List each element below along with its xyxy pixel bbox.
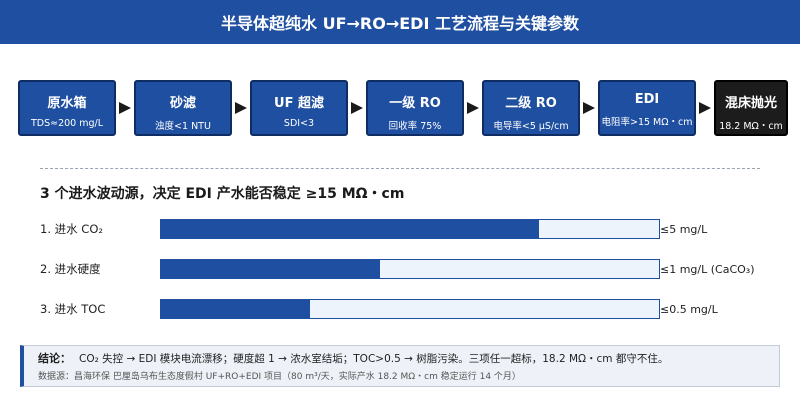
step-ro-stage-2: 二级 RO 电导率<5 μS/cm <box>482 80 580 136</box>
conclusion-line: 结论： CO₂ 失控 → EDI 模块电流漂移；硬度超 1 → 浓水室结垢；TOC… <box>38 350 765 366</box>
row-label: 2. 进水硬度 <box>40 262 101 276</box>
level-bar-fill <box>161 220 540 238</box>
step-name: EDI <box>634 92 660 107</box>
step-name: 一级 RO <box>389 96 441 111</box>
arrow-right-icon <box>583 102 595 114</box>
step-param: SDI<3 <box>283 118 315 129</box>
step-param: 回收率 75% <box>388 121 442 132</box>
data-source: 数据源：昌海环保 巴厘岛乌布生态度假村 UF+RO+EDI 项目（80 m³/天… <box>38 372 521 382</box>
step-ro-stage-1: 一级 RO 回收率 75% <box>366 80 464 136</box>
step-param: 电导率<5 μS/cm <box>493 121 569 132</box>
level-bar-track <box>160 219 660 239</box>
row-threshold: ≤5 mg/L <box>660 223 708 236</box>
row-label: 1. 进水 CO₂ <box>40 222 103 236</box>
arrow-right-icon <box>699 102 711 114</box>
conclusion-text: CO₂ 失控 → EDI 模块电流漂移；硬度超 1 → 浓水室结垢；TOC>0.… <box>79 353 669 365</box>
step-name: 原水箱 <box>47 96 87 111</box>
arrow-right-icon <box>235 102 247 114</box>
row-threshold: ≤0.5 mg/L <box>660 303 718 316</box>
step-param: 电阻率>15 MΩ・cm <box>601 117 693 128</box>
step-sand-filter: 砂滤 浊度<1 NTU <box>134 80 232 136</box>
step-param: TDS≈200 mg/L <box>30 118 104 129</box>
arrow-right-icon <box>467 102 479 114</box>
step-mixed-bed-polishing: 混床抛光 18.2 MΩ・cm <box>714 80 788 136</box>
fluctuation-row-toc: 3. 进水 TOC ≤0.5 mg/L <box>40 299 780 319</box>
step-name: 二级 RO <box>505 96 557 111</box>
row-threshold: ≤1 mg/L (CaCO₃) <box>660 263 755 276</box>
step-param: 浊度<1 NTU <box>155 121 211 132</box>
level-bar-fill <box>161 300 311 318</box>
level-bar-track <box>160 259 660 279</box>
level-bar-track <box>160 299 660 319</box>
row-label: 3. 进水 TOC <box>40 302 106 316</box>
section-divider <box>40 168 760 169</box>
step-raw-water-tank: 原水箱 TDS≈200 mg/L <box>18 80 116 136</box>
step-param: 18.2 MΩ・cm <box>719 121 783 132</box>
fluctuation-row-co2: 1. 进水 CO₂ ≤5 mg/L <box>40 219 780 239</box>
conclusion-label: 结论： <box>38 352 71 365</box>
arrow-right-icon <box>119 102 131 114</box>
step-edi: EDI 电阻率>15 MΩ・cm <box>598 80 696 136</box>
step-uf: UF 超滤 SDI<3 <box>250 80 348 136</box>
process-flow: 原水箱 TDS≈200 mg/L 砂滤 浊度<1 NTU UF 超滤 SDI<3… <box>18 80 798 138</box>
conclusion-box: 结论： CO₂ 失控 → EDI 模块电流漂移；硬度超 1 → 浓水室结垢；TOC… <box>20 345 780 387</box>
step-name: 混床抛光 <box>724 96 777 111</box>
page-title: 半导体超纯水 UF→RO→EDI 工艺流程与关键参数 <box>0 0 800 44</box>
step-name: UF 超滤 <box>274 96 324 111</box>
step-name: 砂滤 <box>169 96 196 111</box>
fluctuation-row-hardness: 2. 进水硬度 ≤1 mg/L (CaCO₃) <box>40 259 780 279</box>
level-bar-fill <box>161 260 381 278</box>
arrow-right-icon <box>351 102 363 114</box>
fluctuation-title: 3 个进水波动源，决定 EDI 产水能否稳定 ≥15 MΩ・cm <box>40 186 405 202</box>
